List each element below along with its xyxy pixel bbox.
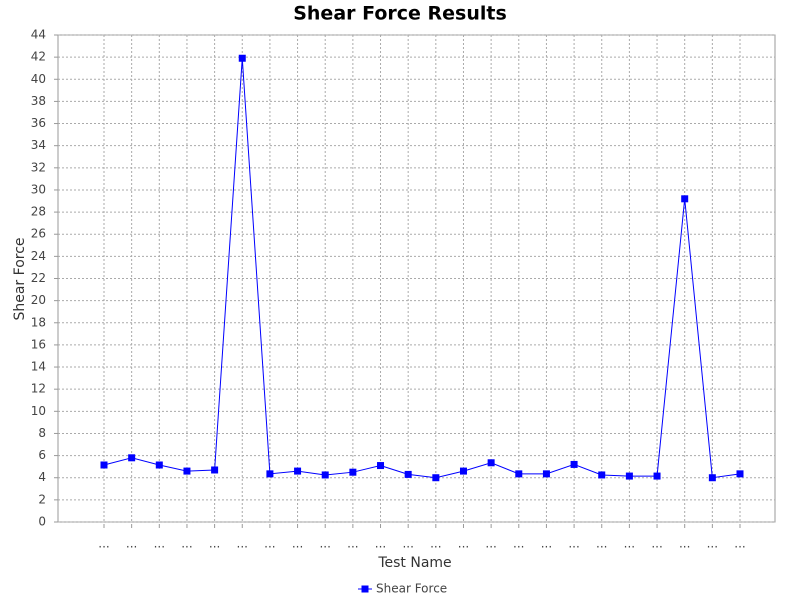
- point: [100, 461, 108, 469]
- x-tick-label: ...: [541, 537, 552, 551]
- x-tick-label: ...: [181, 537, 192, 551]
- point: [349, 468, 357, 476]
- y-tick-label: 2: [38, 492, 46, 506]
- point: [708, 474, 716, 482]
- point: [211, 466, 219, 474]
- y-axis-label: Shear Force: [12, 237, 28, 320]
- y-tick-label: 44: [31, 28, 46, 42]
- x-tick-label: ...: [596, 537, 607, 551]
- point: [653, 472, 661, 480]
- x-tick-label: ...: [624, 537, 635, 551]
- y-tick-label: 36: [31, 116, 46, 130]
- point: [404, 470, 412, 478]
- x-tick-label: ...: [209, 537, 220, 551]
- x-tick-label: ...: [264, 537, 275, 551]
- x-tick-label: ...: [513, 537, 524, 551]
- x-tick-label: ...: [707, 537, 718, 551]
- x-tick-label: ...: [126, 537, 137, 551]
- point: [681, 195, 689, 203]
- y-tick-label: 6: [38, 448, 46, 462]
- point: [625, 472, 633, 480]
- point: [598, 471, 606, 479]
- y-tick-label: 22: [31, 271, 46, 285]
- y-tick-label: 20: [31, 293, 46, 307]
- point: [294, 467, 302, 475]
- y-tick-label: 14: [31, 360, 46, 374]
- y-tick-label: 34: [31, 138, 46, 152]
- y-tick-label: 40: [31, 72, 46, 86]
- y-tick-label: 0: [38, 515, 46, 529]
- x-tick-label: ...: [679, 537, 690, 551]
- point: [459, 467, 467, 475]
- y-tick-label: 42: [31, 50, 46, 64]
- series-line: [103, 58, 741, 479]
- y-tick-label: 4: [38, 470, 46, 484]
- point: [542, 470, 550, 478]
- x-tick-label: ...: [734, 537, 745, 551]
- point: [515, 470, 523, 478]
- y-tick-label: 32: [31, 160, 46, 174]
- point: [238, 54, 246, 62]
- x-tick-label: ...: [237, 537, 248, 551]
- point: [570, 460, 578, 468]
- x-tick-label: ...: [568, 537, 579, 551]
- y-tick-label: 24: [31, 249, 46, 263]
- y-tick-label: 26: [31, 227, 46, 241]
- x-tick-label: ...: [651, 537, 662, 551]
- point: [487, 459, 495, 467]
- x-tick-label: ...: [292, 537, 303, 551]
- y-tick-label: 16: [31, 337, 46, 351]
- y-tick-label: 38: [31, 94, 46, 108]
- x-tick-label: ...: [154, 537, 165, 551]
- legend-marker: [361, 585, 369, 593]
- y-tick-label: 8: [38, 426, 46, 440]
- x-tick-label: ...: [402, 537, 413, 551]
- point: [432, 474, 440, 482]
- y-tick-label: 30: [31, 182, 46, 196]
- chart-title: Shear Force Results: [293, 3, 507, 25]
- point: [128, 454, 136, 462]
- x-tick-label: ...: [485, 537, 496, 551]
- point: [321, 471, 329, 479]
- x-tick-label: ...: [98, 537, 109, 551]
- point: [183, 467, 191, 475]
- y-tick-label: 10: [31, 404, 46, 418]
- point: [155, 461, 163, 469]
- x-tick-label: ...: [347, 537, 358, 551]
- point: [266, 470, 274, 478]
- x-axis-label: Test Name: [377, 555, 451, 571]
- legend-label: Shear Force: [376, 582, 447, 596]
- x-tick-label: ...: [458, 537, 469, 551]
- y-tick-label: 18: [31, 315, 46, 329]
- point: [377, 462, 385, 470]
- x-tick-label: ...: [375, 537, 386, 551]
- y-tick-label: 12: [31, 382, 46, 396]
- y-tick-label: 28: [31, 205, 46, 219]
- point: [736, 470, 744, 478]
- x-tick-label: ...: [319, 537, 330, 551]
- x-tick-label: ...: [430, 537, 441, 551]
